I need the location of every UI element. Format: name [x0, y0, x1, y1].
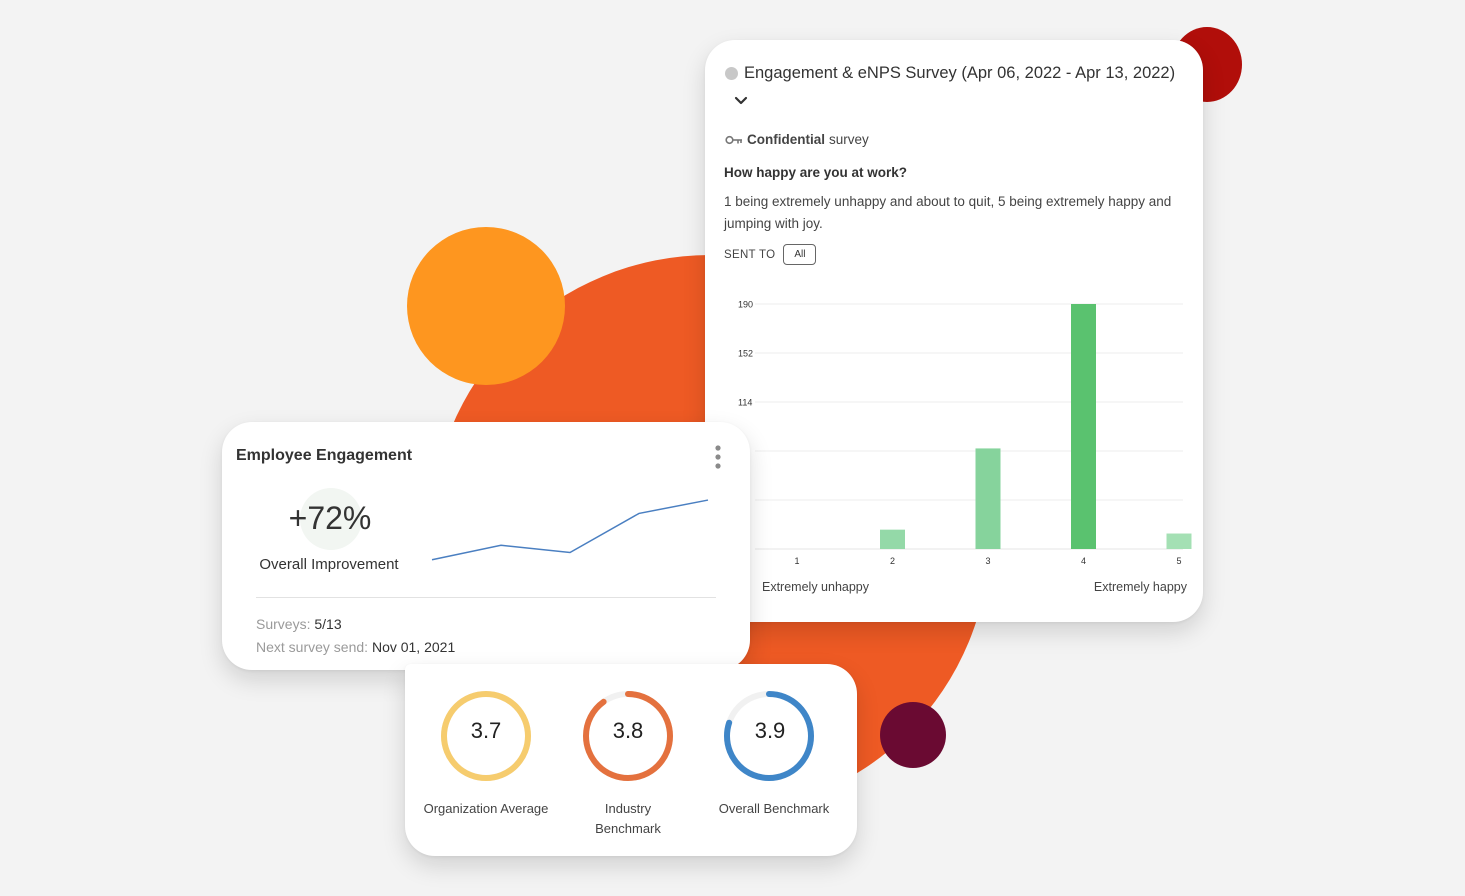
gauge-label: Industry Benchmark — [595, 801, 661, 836]
gauge-label: Overall Benchmark — [718, 801, 830, 816]
improvement-label: Overall Improvement — [259, 556, 399, 573]
survey-type-label: survey — [829, 132, 869, 147]
x-tick-label: 1 — [794, 556, 799, 566]
y-tick-label: 190 — [738, 300, 753, 310]
bar — [880, 529, 905, 549]
survey-question: How happy are you at work? — [724, 165, 908, 180]
trend-series-line — [431, 499, 709, 561]
y-tick-label: 114 — [738, 398, 752, 408]
survey-title-row: Engagement & eNPS Survey (Apr 06, 2022 -… — [725, 64, 1175, 83]
y-tick-label: 152 — [738, 349, 753, 359]
scale-low-label: Extremely unhappy — [762, 580, 870, 594]
response-bar-chart: 190152114763812345 — [738, 300, 1192, 566]
surveys-count-row: Surveys: 5/13 — [256, 616, 342, 632]
next-survey-row: Next survey send: Nov 01, 2021 — [256, 639, 455, 655]
decorative-maroon-circle — [880, 702, 946, 768]
next-survey-label: Next survey send: — [256, 639, 369, 655]
survey-results-card: Engagement & eNPS Survey (Apr 06, 2022 -… — [705, 40, 1203, 622]
percent-highlight — [300, 488, 362, 550]
scale-high-label: Extremely happy — [1093, 580, 1187, 594]
x-tick-label: 3 — [985, 556, 990, 566]
surveys-label: Surveys: — [256, 616, 311, 632]
engagement-trend-line — [431, 499, 709, 561]
survey-title: Engagement & eNPS Survey (Apr 06, 2022 -… — [744, 64, 1176, 82]
gauge-value: 3.8 — [612, 718, 644, 743]
surveys-value: 5/13 — [314, 616, 342, 632]
decorative-yellow-circle — [407, 227, 565, 385]
improvement-percent: +72% — [288, 500, 372, 536]
benchmark-card: 3.7 Organization Average 3.8 Industry Be… — [405, 664, 857, 856]
confidential-row: Confidential survey — [725, 132, 869, 147]
industry-benchmark-gauge: 3.8 Industry Benchmark — [553, 688, 703, 839]
gauge-label: Organization Average — [423, 801, 549, 816]
gauge-value: 3.7 — [470, 718, 502, 743]
x-tick-label: 5 — [1176, 556, 1181, 566]
sent-to-filter-button[interactable]: All — [783, 244, 817, 265]
employee-engagement-card: Employee Engagement +72% Overall Improve… — [222, 422, 750, 670]
status-dot-icon — [725, 67, 738, 80]
gauge-ring-icon — [441, 691, 531, 781]
gauge-ring-icon — [583, 691, 673, 781]
engagement-title: Employee Engagement — [236, 447, 413, 464]
x-tick-label: 2 — [890, 556, 895, 566]
question-description: 1 being extremely unhappy and about to q… — [724, 194, 1172, 231]
chevron-down-icon[interactable] — [734, 94, 748, 108]
bar — [1071, 304, 1096, 549]
next-survey-date: Nov 01, 2021 — [371, 639, 456, 655]
x-tick-label: 4 — [1081, 556, 1086, 566]
sent-to-row: SENT TO All — [724, 244, 817, 265]
divider — [256, 597, 716, 598]
confidential-label: Confidential — [747, 132, 825, 147]
sent-to-label: SENT TO — [724, 248, 776, 261]
bar — [1166, 533, 1192, 549]
bar — [975, 448, 1001, 549]
gauge-ring-icon — [724, 691, 814, 781]
more-options-icon[interactable] — [714, 444, 722, 470]
key-icon — [725, 135, 742, 144]
overall-benchmark-gauge: 3.9 Overall Benchmark — [699, 688, 849, 819]
organization-average-gauge: 3.7 Organization Average — [411, 688, 561, 819]
gauge-value: 3.9 — [754, 718, 786, 743]
